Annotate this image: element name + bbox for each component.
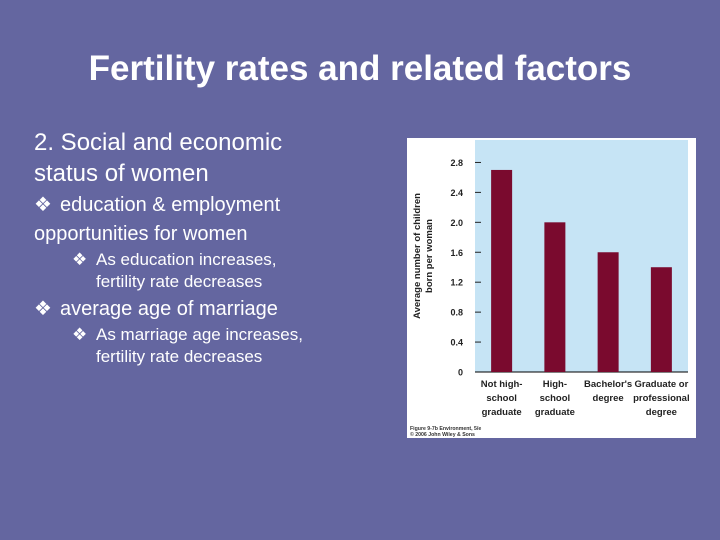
y-tick-label: 2.0	[450, 218, 463, 228]
x-category-label: graduate	[535, 407, 575, 418]
x-category-label: professional	[633, 393, 690, 404]
subbullet-marriage: ❖ As marriage age increases, fertility ra…	[72, 324, 374, 368]
x-category-label: degree	[646, 407, 677, 418]
section-heading: 2. Social and economic status of women	[34, 127, 374, 189]
figure-credit-line2: © 2006 John Wiley & Sons	[410, 431, 475, 438]
bullet-marriage-label: average age of marriage	[60, 298, 278, 320]
bullet-education: ❖ education & employment opportunities fo…	[34, 191, 374, 249]
y-tick-label: 0.8	[450, 308, 463, 318]
y-tick-label: 2.4	[450, 188, 463, 198]
subbullet-marriage-line2: fertility rate decreases	[96, 347, 263, 366]
bar	[491, 169, 513, 372]
y-tick-label: 0	[458, 368, 463, 378]
x-category-label: Not high-	[481, 379, 523, 390]
x-category-label: Bachelor's	[584, 379, 632, 390]
diamond-bullet-icon: ❖	[72, 250, 88, 269]
bullet-marriage: ❖ average age of marriage	[34, 295, 374, 324]
bullet-education-line1: education & employment	[60, 194, 281, 216]
y-tick-label: 1.2	[450, 278, 463, 288]
x-category-label: degree	[593, 393, 624, 404]
diamond-bullet-icon: ❖	[34, 194, 52, 216]
y-axis-title-line2: born per woman	[424, 219, 435, 293]
x-category-label: graduate	[482, 407, 522, 418]
chart-figure: 0 0.4 0.8 1.2 1.6 2.0 2.4 2.8 Average number of …	[407, 138, 696, 438]
diamond-bullet-icon: ❖	[72, 325, 88, 344]
y-axis-title-line1: Average number of children	[412, 193, 423, 319]
subbullet-education-line2: fertility rate decreases	[96, 272, 263, 291]
diamond-bullet-icon: ❖	[34, 298, 52, 320]
subbullet-education-line1: As education increases,	[96, 250, 277, 269]
bar	[597, 252, 619, 372]
slide-body: 2. Social and economic status of women ❖…	[34, 127, 374, 368]
y-tick-label: 1.6	[450, 248, 463, 258]
y-tick-label: 0.4	[450, 338, 463, 348]
x-category-label: Graduate or	[634, 379, 688, 390]
slide-title: Fertility rates and related factors	[88, 49, 632, 88]
subbullet-marriage-line1: As marriage age increases,	[96, 325, 303, 344]
bar	[544, 222, 566, 372]
subbullet-education: ❖ As education increases, fertility rate …	[72, 249, 374, 293]
section-heading-line1: 2. Social and economic	[34, 129, 283, 156]
bar	[650, 267, 672, 372]
x-category-label: High-	[543, 379, 567, 390]
figure-credit-line1: Figure 9-7b Environment, 5/e	[410, 426, 481, 432]
x-category-label: school	[540, 393, 571, 404]
x-category-label: school	[486, 393, 517, 404]
section-heading-line2: status of women	[34, 160, 209, 187]
bar-chart: 0 0.4 0.8 1.2 1.6 2.0 2.4 2.8 Average number of …	[410, 140, 690, 438]
y-tick-label: 2.8	[450, 158, 463, 168]
bullet-education-line2: opportunities for women	[34, 223, 248, 245]
